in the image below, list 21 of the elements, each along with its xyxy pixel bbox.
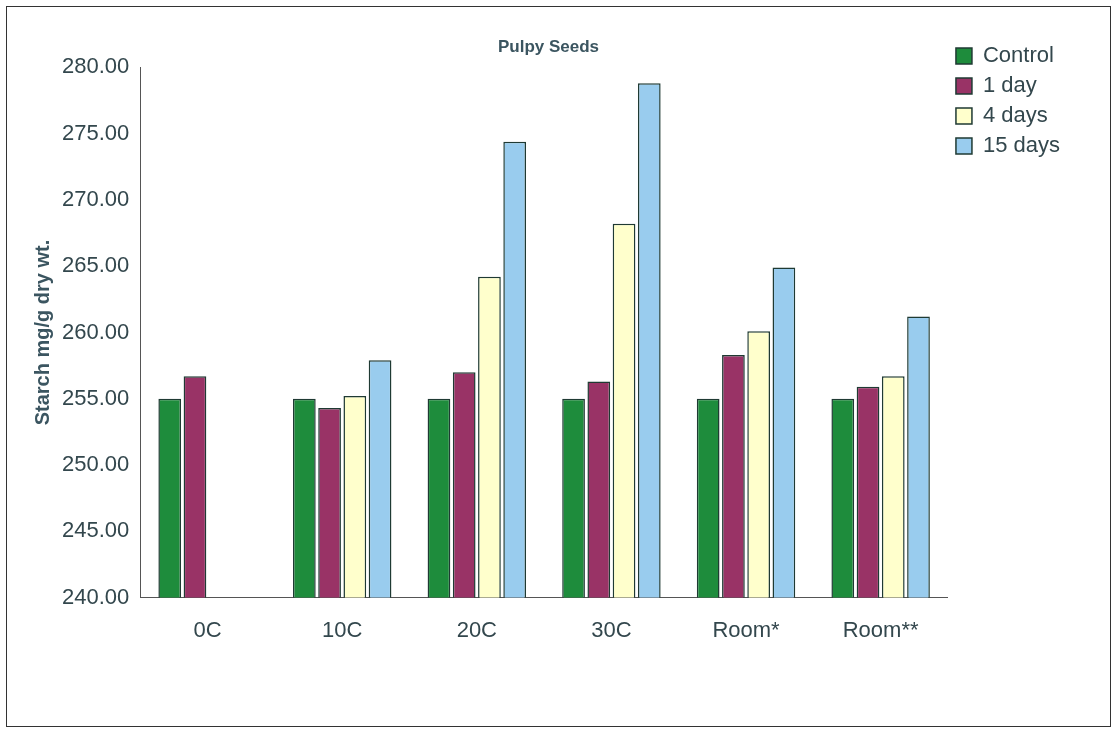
x-tick-label: Room* <box>712 616 781 642</box>
y-tick-label: 270.00 <box>61 186 130 212</box>
x-tick-label: 10C <box>322 616 363 642</box>
x-tick-label: 30C <box>591 616 632 642</box>
y-tick-label: 240.00 <box>61 583 130 609</box>
x-tick-label: 20C <box>456 616 498 642</box>
y-tick-label: 280.00 <box>61 53 130 79</box>
y-tick-label: 255.00 <box>61 384 130 410</box>
y-tick-label: 275.00 <box>61 119 130 145</box>
y-tick-label: 260.00 <box>61 318 130 344</box>
y-axis-title: Starch mg/g dry wt. <box>30 239 53 426</box>
y-tick-label: 265.00 <box>61 252 130 278</box>
chart-title: Pulpy Seeds <box>497 36 600 56</box>
legend-label: Control <box>982 42 1054 68</box>
y-tick-label: 250.00 <box>61 451 130 477</box>
x-tick-label: Room** <box>842 616 919 642</box>
legend-label: 4 days <box>982 102 1048 128</box>
x-tick-label: 0C <box>193 616 222 642</box>
legend-label: 15 days <box>982 132 1061 158</box>
legend-label: 1 day <box>982 72 1037 98</box>
y-tick-label: 245.00 <box>61 517 130 543</box>
